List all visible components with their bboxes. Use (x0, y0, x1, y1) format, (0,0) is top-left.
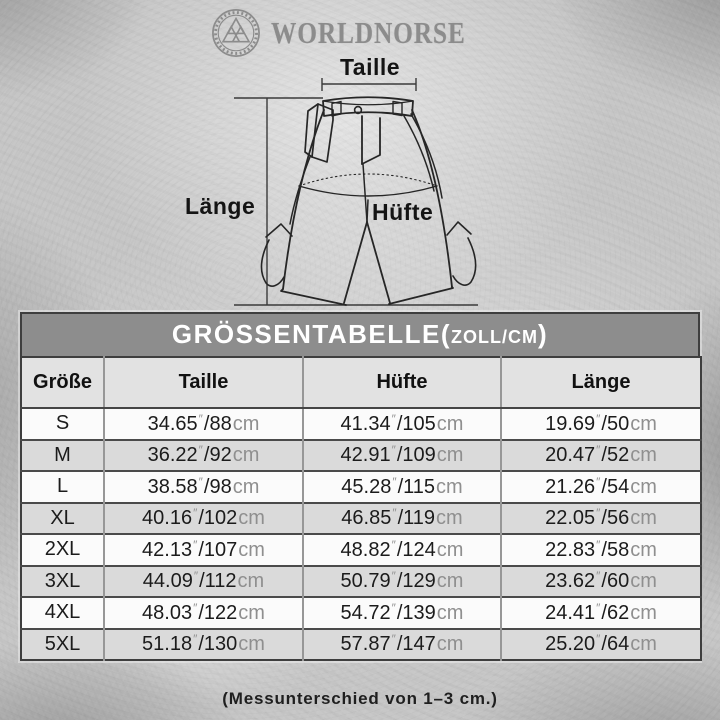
measure-cell: 57.87″/147cm (302, 628, 501, 660)
measure-cell: 48.03″/122cm (103, 597, 303, 629)
measure-cell: 42.13″/107cm (103, 534, 303, 566)
table-row: 5XL 51.18″/130cm 57.87″/147cm 25.20″/64cm (21, 628, 701, 660)
size-table: GRÖSSENTABELLE(ZOLL/CM) Größe Taille Hüf… (20, 312, 702, 661)
measure-cell: 22.83″/58cm (500, 534, 701, 566)
table-row: 4XL 48.03″/122cm 54.72″/139cm 24.41″/62cm (21, 597, 701, 629)
measure-cell: 44.09″/112cm (103, 565, 303, 597)
measure-cell: 19.69″/50cm (500, 408, 701, 440)
size-cell: L (56, 475, 69, 498)
table-title-close: ) (537, 319, 549, 349)
size-cell: 4XL (44, 601, 81, 624)
measure-cell: 54.72″/139cm (302, 597, 501, 629)
table-title-unit: ZOLL/CM (450, 327, 538, 347)
brand-name: WORLDNORSE (271, 15, 466, 50)
header-row: Größe Taille Hüfte Länge (21, 357, 701, 409)
col-header-taille: Taille (103, 357, 303, 409)
size-cell: S (55, 412, 70, 435)
table-row: 3XL 44.09″/112cm 50.79″/129cm 23.62″/60cm (21, 565, 701, 597)
measure-cell: 40.16″/102cm (103, 502, 303, 534)
table-row: L 38.58″/98cm 45.28″/115cm 21.26″/54cm (21, 471, 701, 503)
valknut-ring-icon (212, 9, 261, 57)
table-row: M 36.22″/92cm 42.91″/109cm 20.47″/52cm (21, 439, 701, 471)
shorts-outline (260, 96, 477, 306)
measurement-lines (234, 78, 478, 306)
col-header-laenge: Länge (500, 357, 701, 409)
measure-cell: 51.18″/130cm (103, 628, 303, 660)
size-cell: 3XL (44, 569, 81, 592)
measure-cell: 24.41″/62cm (500, 597, 701, 629)
table-title: GRÖSSENTABELLE( (171, 319, 451, 349)
col-header-groesse: Größe (21, 357, 104, 409)
measure-cell: 38.58″/98cm (103, 471, 303, 503)
table-row: 2XL 42.13″/107cm 48.82″/124cm 22.83″/58cm (21, 534, 701, 566)
laenge-label: Länge (185, 193, 256, 219)
measure-cell: 34.65″/88cm (103, 408, 303, 440)
table-row: XL 40.16″/102cm 46.85″/119cm 22.05″/56cm (21, 502, 701, 534)
measure-cell: 50.79″/129cm (302, 565, 501, 597)
measure-cell: 36.22″/92cm (103, 439, 303, 471)
measure-cell: 45.28″/115cm (302, 471, 501, 503)
size-table-body: S 34.65″/88cm 41.34″/105cm 19.69″/50cm M 36.2… (21, 408, 701, 660)
huefte-label: Hüfte (372, 199, 434, 225)
measure-cell: 42.91″/109cm (302, 439, 501, 471)
col-header-huefte: Hüfte (302, 357, 501, 409)
measure-cell: 25.20″/64cm (500, 628, 701, 660)
measure-cell: 22.05″/56cm (500, 502, 701, 534)
measure-cell: 21.26″/54cm (500, 471, 701, 503)
taille-label: Taille (339, 54, 401, 80)
measure-cell: 23.62″/60cm (500, 565, 701, 597)
measure-cell: 48.82″/124cm (302, 534, 501, 566)
table-title-bar: GRÖSSENTABELLE(ZOLL/CM) (20, 312, 700, 356)
size-cell: XL (50, 506, 75, 529)
measure-cell: 46.85″/119cm (302, 502, 501, 534)
brand-header: WORLDNORSE (0, 8, 720, 58)
size-table-grid: Größe Taille Hüfte Länge S 34.65″/88cm 41.… (20, 356, 702, 661)
measure-cell: 41.34″/105cm (302, 408, 501, 440)
size-cell: M (54, 443, 71, 466)
measurement-note: (Messunterschied von 1–3 cm.) (222, 689, 498, 708)
measure-cell: 20.47″/52cm (500, 439, 701, 471)
size-cell: 5XL (44, 632, 81, 655)
size-cell: 2XL (44, 538, 81, 561)
table-row: S 34.65″/88cm 41.34″/105cm 19.69″/50cm (21, 408, 701, 440)
